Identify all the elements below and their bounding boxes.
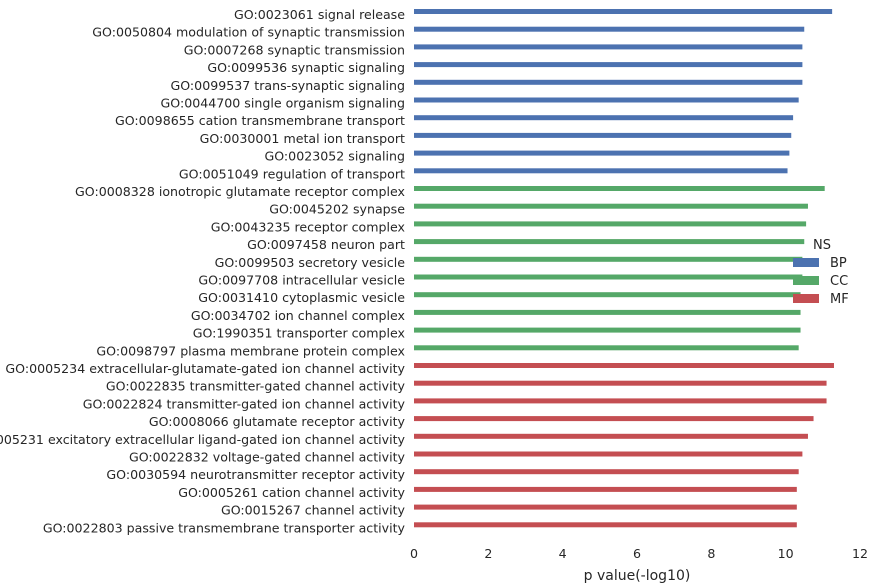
- bar-cc: [414, 327, 801, 333]
- category-label: GO:0030594 neurotransmitter receptor act…: [106, 467, 405, 482]
- legend-label-cc: CC: [830, 274, 848, 289]
- bars: [414, 9, 834, 528]
- bar-mf: [414, 433, 808, 439]
- category-label: GO:0099537 trans-synaptic signaling: [170, 78, 405, 93]
- category-label: GO:0045202 synapse: [269, 202, 405, 217]
- category-label: GO:0008328 ionotropic glutamate receptor…: [75, 184, 405, 199]
- x-tick-label: 2: [484, 546, 492, 561]
- legend-swatch-bp: [793, 258, 819, 267]
- bar-bp: [414, 168, 788, 174]
- category-label: GO:0097458 neuron part: [247, 237, 405, 252]
- bar-bp: [414, 79, 803, 85]
- bar-cc: [414, 345, 799, 351]
- category-label: GO:0031410 cytoplasmic vesicle: [198, 290, 405, 305]
- category-label: GO:0008066 glutamate receptor activity: [149, 414, 406, 429]
- category-label: GO:0034702 ion channel complex: [191, 308, 406, 323]
- bar-bp: [414, 44, 803, 50]
- bar-bp: [414, 62, 803, 68]
- bar-mf: [414, 469, 799, 475]
- x-axis-ticks: 0 2 4 6 8 10 12: [410, 546, 868, 561]
- category-label: GO:1990351 transporter complex: [193, 326, 406, 341]
- x-tick-label: 12: [852, 546, 868, 561]
- bar-bp: [414, 132, 792, 138]
- bar-bp: [414, 9, 833, 14]
- bar-bp: [414, 26, 805, 32]
- bar-cc: [414, 239, 805, 245]
- category-label: GO:0050804 modulation of synaptic transm…: [92, 25, 405, 40]
- category-label: GO:0022832 voltage-gated channel activit…: [129, 450, 406, 465]
- bar-cc: [414, 256, 803, 262]
- legend: NS BP CC MF: [793, 238, 849, 307]
- category-label: GO:0043235 receptor complex: [211, 219, 406, 234]
- bar-mf: [414, 504, 797, 510]
- legend-label-mf: MF: [830, 292, 849, 307]
- category-label: GO:0098797 plasma membrane protein compl…: [96, 343, 405, 358]
- bar-mf: [414, 363, 834, 368]
- legend-swatch-mf: [793, 294, 819, 303]
- bar-cc: [414, 309, 801, 315]
- category-label: GO:0051049 regulation of transport: [179, 166, 405, 181]
- legend-swatch-cc: [793, 276, 819, 285]
- bar-mf: [414, 380, 827, 386]
- bar-mf: [414, 522, 797, 528]
- bar-bp: [414, 97, 799, 103]
- x-tick-label: 4: [559, 546, 567, 561]
- x-tick-label: 6: [633, 546, 641, 561]
- category-label: GO:0030001 metal ion transport: [200, 131, 405, 146]
- bar-mf: [414, 398, 827, 404]
- category-label: GO:0098655 cation transmembrane transpor…: [115, 113, 405, 128]
- category-label: GO:0097708 intracellular vesicle: [198, 273, 405, 288]
- x-tick-label: 0: [410, 546, 418, 561]
- category-label: GO:0015267 channel activity: [221, 503, 406, 518]
- bar-cc: [414, 186, 825, 191]
- legend-title: NS: [813, 238, 831, 253]
- x-tick-label: 10: [778, 546, 794, 561]
- bar-cc: [414, 274, 803, 280]
- bar-mf: [414, 486, 797, 492]
- bar-bp: [414, 150, 790, 156]
- category-label: GO:0005261 cation channel activity: [178, 485, 405, 500]
- category-label: GO:0022803 passive transmembrane transpo…: [43, 520, 406, 535]
- x-axis-label: p value(-log10): [584, 568, 691, 584]
- x-tick-label: 8: [707, 546, 715, 561]
- bar-cc: [414, 203, 808, 209]
- bar-cc: [414, 292, 801, 298]
- category-label: GO:0023052 signaling: [264, 149, 405, 164]
- category-label: GO:0005231 excitatory extracellular liga…: [0, 432, 406, 447]
- bar-mf: [414, 451, 803, 457]
- bar-cc: [414, 221, 807, 227]
- category-label: GO:0044700 single organism signaling: [161, 96, 405, 111]
- bar-mf: [414, 416, 814, 422]
- category-label: GO:0022824 transmitter-gated ion channel…: [83, 396, 406, 411]
- category-label: GO:0023061 signal release: [234, 7, 405, 22]
- category-label: GO:0099503 secretory vesicle: [215, 255, 406, 270]
- category-label: GO:0005234 extracellular-glutamate-gated…: [5, 361, 405, 376]
- legend-label-bp: BP: [830, 256, 847, 271]
- category-label: GO:0007268 synaptic transmission: [184, 42, 405, 57]
- bar-bp: [414, 115, 794, 121]
- category-label: GO:0022835 transmitter-gated channel act…: [106, 379, 406, 394]
- category-labels: GO:0023061 signal release GO:0050804 modu…: [0, 7, 406, 535]
- category-label: GO:0099536 synaptic signaling: [207, 60, 405, 75]
